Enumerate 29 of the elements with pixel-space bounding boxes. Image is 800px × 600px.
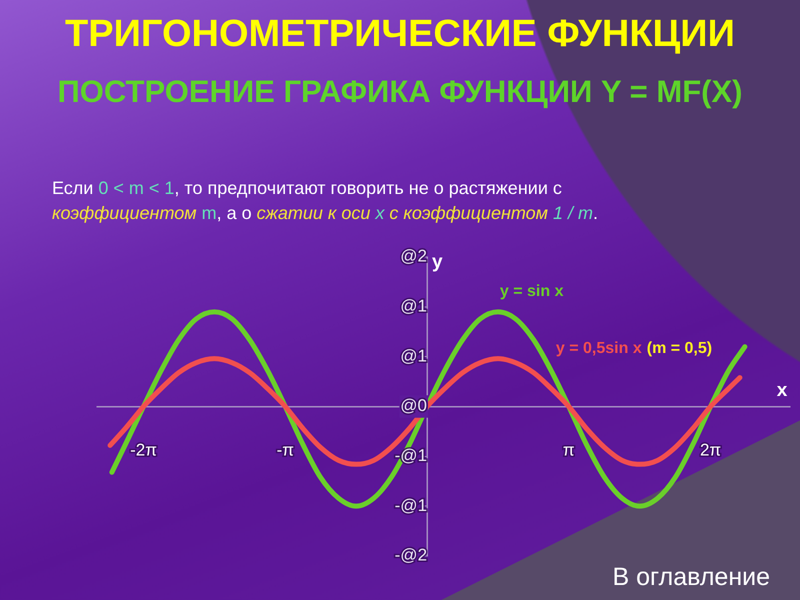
text: с коэффициентом (388, 203, 548, 223)
text: коэффициентом (52, 203, 197, 223)
text: x (374, 203, 384, 223)
x-tick-label: -2π (130, 440, 157, 460)
x-tick-label: 2π (700, 440, 722, 460)
series-label: y = 0,5sin x (556, 340, 642, 358)
text: . (593, 203, 598, 223)
y-tick-label: @0 (400, 396, 428, 416)
text: , то предпочитают говорить не о растяжении с (174, 178, 562, 198)
x-tick-label: π (562, 440, 575, 460)
y-axis-title: y (432, 252, 444, 273)
annotation: (m = 0,5) (646, 340, 712, 358)
text: В оглавление (612, 563, 770, 592)
y-tick-label: @1 (400, 296, 428, 316)
text: Если (52, 178, 94, 198)
text: 1 / m (552, 203, 594, 223)
x-axis-title: x (776, 380, 788, 402)
text: m (200, 203, 217, 223)
text: 0 < m < 1 (98, 178, 174, 198)
x-tick-label: -π (276, 440, 294, 460)
y-tick-label: @2 (400, 246, 428, 266)
chart-title: ТРИГОНОМЕТРИЧЕСКИЕ ФУНКЦИИ (65, 12, 735, 56)
text: сжатии к оси (256, 203, 370, 223)
series-label: y = sin x (500, 283, 564, 300)
y-tick-label: -@2 (394, 546, 428, 565)
chart-subtitle: ПОСТРОЕНИЕ ГРАФИКА ФУНКЦИИ Y = MF(X) (58, 74, 742, 110)
y-tick-label: @1 (400, 346, 428, 366)
y-tick-label: -@1 (394, 496, 428, 515)
text: , а о (216, 203, 253, 223)
